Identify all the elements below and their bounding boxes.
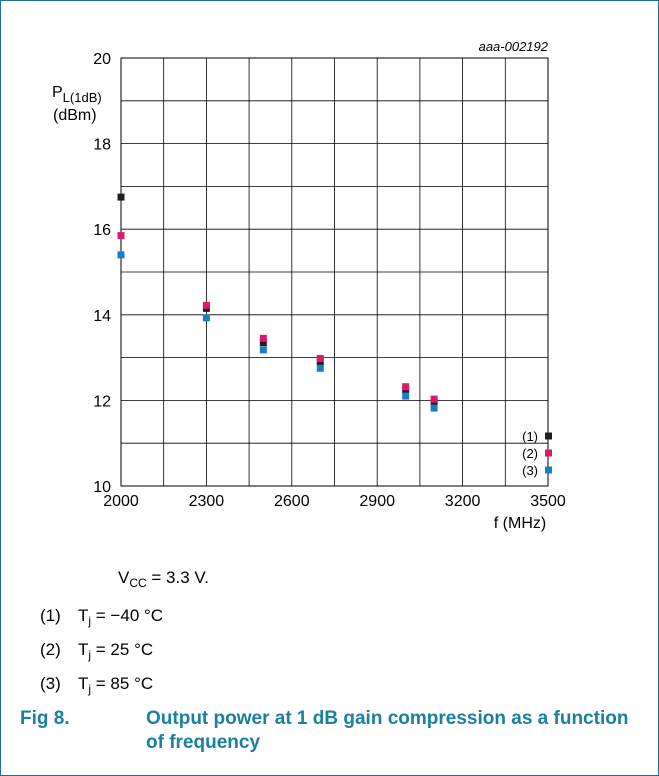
plot-area: [120, 57, 549, 487]
y-axis-label: PL(1dB): [52, 84, 102, 105]
chart-grid: [121, 58, 548, 486]
data-point-series-3: [402, 392, 410, 400]
y-tick-label: 16: [93, 222, 111, 239]
data-point-series-2: [117, 232, 125, 240]
x-axis-label: f (MHz): [494, 515, 546, 532]
data-point-series-2: [202, 301, 210, 309]
chart: 10 12 14 16 18 20 2000 2300 2600 2900 3200 3500 aaa…: [52, 39, 566, 532]
data-point-series-2: [402, 383, 410, 391]
legend-label-1: (1): [522, 429, 538, 444]
data-points: [117, 193, 438, 412]
x-tick-label: 2000: [103, 493, 139, 510]
data-point-series-3: [430, 404, 438, 412]
legend-marker-3: [545, 466, 552, 474]
data-point-series-2: [430, 395, 438, 403]
data-point-series-3: [259, 346, 267, 354]
legend-marker-2: [545, 449, 552, 457]
y-tick-label: 10: [93, 479, 111, 496]
data-point-series-3: [117, 251, 125, 259]
note-2-subscript: j: [88, 648, 92, 662]
legend: (1) (2) (3): [522, 429, 552, 478]
figure-title: Output power at 1 dB gain compression as…: [146, 708, 629, 753]
note-1-value: = −40 °C: [91, 606, 164, 625]
data-point-series-2: [316, 354, 324, 362]
note-3: (3) Tj = 85 °C: [40, 674, 154, 696]
figure-number: Fig 8.: [20, 708, 70, 729]
y-tick-label: 20: [93, 51, 111, 68]
note-1-number: (1): [40, 606, 61, 625]
y-tick-label: 12: [93, 393, 111, 410]
legend-label-2: (2): [522, 446, 538, 461]
chart-id-label: aaa-002192: [479, 39, 549, 54]
data-point-series-2: [259, 334, 267, 342]
note-3-symbol: T: [78, 674, 89, 693]
note-2: (2) Tj = 25 °C: [40, 640, 154, 662]
note-3-value: = 85 °C: [91, 674, 154, 693]
note-1: (1) Tj = −40 °C: [40, 606, 164, 628]
note-2-value: = 25 °C: [91, 640, 154, 659]
x-tick-label: 2300: [189, 493, 225, 510]
note-3-subscript: j: [88, 682, 92, 696]
data-point-series-1: [259, 339, 267, 347]
y-axis-label-sub: L(1dB): [63, 90, 102, 105]
data-point-series-1: [117, 193, 125, 201]
legend-label-3: (3): [522, 463, 538, 478]
note-3-number: (3): [40, 674, 61, 693]
supply-voltage-condition: VCC = 3.3 V.: [118, 568, 209, 590]
vcc-symbol: V: [118, 568, 130, 587]
y-axis-label-main: P: [52, 84, 63, 101]
vcc-subscript: CC: [129, 576, 147, 590]
x-tick-label: 2900: [359, 493, 395, 510]
legend-marker-1: [545, 432, 552, 440]
y-tick-label: 14: [93, 308, 111, 325]
x-tick-label: 3200: [445, 493, 481, 510]
x-tick-label: 2600: [274, 493, 310, 510]
y-axis-unit: (dBm): [53, 107, 97, 124]
y-tick-label: 18: [93, 137, 111, 154]
note-1-symbol: T: [78, 606, 89, 625]
note-1-subscript: j: [88, 614, 92, 628]
data-point-series-3: [202, 314, 210, 322]
data-point-series-3: [316, 364, 324, 372]
note-2-symbol: T: [78, 640, 89, 659]
x-tick-label: 3500: [530, 493, 566, 510]
note-2-number: (2): [40, 640, 61, 659]
vcc-value: = 3.3 V.: [146, 568, 209, 587]
tick-labels: 10 12 14 16 18 20 2000 2300 2600 2900 3200 3500: [93, 51, 566, 510]
